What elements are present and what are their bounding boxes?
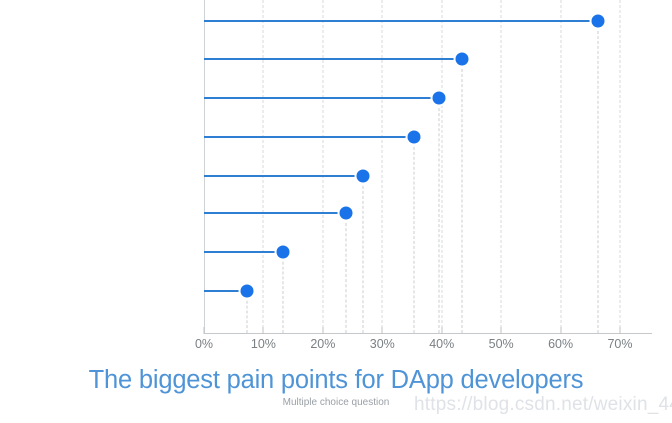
value-stem [204, 136, 415, 138]
value-stem [204, 251, 284, 253]
x-tick-mark [441, 327, 443, 334]
drop-line [413, 137, 415, 333]
x-tick-mark [322, 327, 324, 334]
x-tick-label: 20% [310, 337, 336, 351]
x-tick-label: 50% [488, 337, 514, 351]
value-stem [204, 58, 462, 60]
x-tick-label: 0% [194, 337, 214, 351]
gridline-10% [262, 0, 264, 333]
data-point[interactable] [240, 284, 254, 298]
x-tick-mark [619, 327, 621, 334]
chart-canvas: 0%10%20%30%40%50%60%70% Overall small nu… [194, 0, 652, 351]
data-point[interactable] [455, 52, 469, 66]
data-point[interactable] [432, 91, 446, 105]
x-tick-label: 30% [369, 337, 395, 351]
gridline-60% [560, 0, 562, 333]
value-stem [204, 20, 599, 22]
drop-line [438, 98, 440, 333]
value-stem [204, 212, 347, 214]
gridline-40% [441, 0, 443, 333]
data-point[interactable] [276, 245, 290, 259]
data-point[interactable] [339, 206, 353, 220]
data-point[interactable] [356, 169, 370, 183]
x-tick-mark [381, 327, 383, 334]
x-tick-mark [560, 327, 562, 334]
y-axis-spine [204, 0, 205, 333]
gridline-70% [619, 0, 621, 333]
data-point[interactable] [407, 130, 421, 144]
x-tick-mark [500, 327, 502, 334]
drop-line [246, 291, 248, 333]
drop-line [461, 59, 463, 333]
drop-line [597, 21, 599, 333]
gridline-20% [322, 0, 324, 333]
drop-line [362, 176, 364, 333]
chart-title: The biggest pain points for DApp develop… [88, 366, 584, 394]
value-stem [204, 175, 364, 177]
value-stem [204, 97, 440, 99]
gridline-50% [500, 0, 502, 333]
x-tick-label: 10% [250, 337, 276, 351]
drop-line [345, 213, 347, 333]
value-stem [204, 290, 247, 292]
x-axis-spine [204, 333, 652, 334]
data-point[interactable] [591, 14, 605, 28]
x-tick-mark [203, 327, 205, 334]
x-tick-label: 70% [607, 337, 633, 351]
drop-line [282, 252, 284, 333]
gridline-30% [381, 0, 383, 333]
x-tick-label: 60% [548, 337, 574, 351]
chart-subtitle: Multiple choice question [282, 397, 390, 408]
x-tick-mark [262, 327, 264, 334]
x-tick-label: 40% [429, 337, 455, 351]
